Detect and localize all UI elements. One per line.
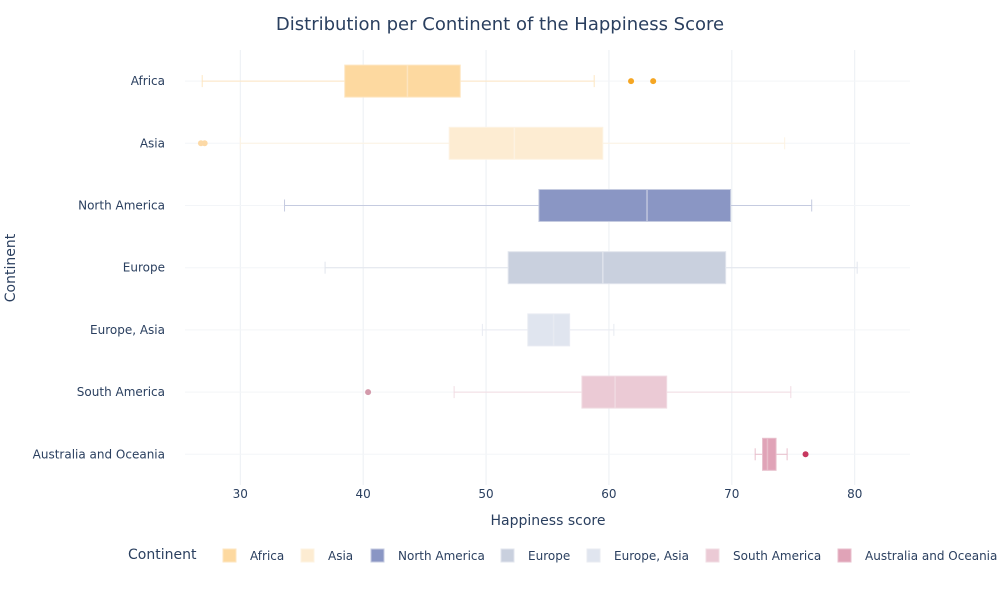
legend-item: Europe <box>500 548 570 563</box>
outlier-point <box>365 389 372 396</box>
y-axis-ticks: Africa Asia North America Europe Europe, Asi… <box>33 74 165 461</box>
legend-items: Africa Asia North America Europe Europe, Asi… <box>222 548 997 563</box>
legend: Continent Africa Asia North America Europe E… <box>128 547 997 563</box>
legend-item: South America <box>705 548 821 563</box>
x-tick-label: 60 <box>601 487 616 501</box>
x-tick-label: 70 <box>724 487 739 501</box>
legend-label: Europe, Asia <box>614 549 689 563</box>
legend-swatch <box>837 548 852 563</box>
box-iqr <box>581 375 668 409</box>
legend-label: Europe <box>528 549 570 563</box>
x-tick-label: 80 <box>847 487 862 501</box>
box-iqr <box>538 189 732 222</box>
legend-label: South America <box>733 549 821 563</box>
y-tick-label: Europe <box>123 261 165 275</box>
legend-swatch <box>586 548 601 563</box>
x-tick-label: 30 <box>233 487 248 501</box>
x-tick-label: 40 <box>356 487 371 501</box>
legend-swatch <box>300 548 315 563</box>
box-europe <box>324 251 858 285</box>
legend-swatch <box>500 548 515 563</box>
y-tick-label: North America <box>78 199 165 213</box>
box-asia <box>197 126 786 160</box>
box-iqr <box>507 251 727 285</box>
outlier-point <box>650 78 657 85</box>
legend-item: Asia <box>300 548 353 563</box>
legend-label: Australia and Oceania <box>865 549 997 563</box>
box-south-america <box>365 375 792 409</box>
chart-title: Distribution per Continent of the Happin… <box>276 14 724 35</box>
x-axis-ticks: 30 40 50 60 70 80 <box>233 487 863 501</box>
outlier-point <box>802 451 809 458</box>
legend-label: Asia <box>328 549 353 563</box>
legend-title: Continent <box>128 547 197 563</box>
legend-item: North America <box>370 548 485 563</box>
legend-item: Australia and Oceania <box>837 548 997 563</box>
box-plot-area <box>197 64 858 471</box>
box-iqr <box>344 64 461 98</box>
legend-label: Africa <box>250 549 284 563</box>
box-iqr <box>527 313 571 347</box>
y-axis-title: Continent <box>3 233 19 302</box>
legend-swatch <box>222 548 237 563</box>
box-europe-asia <box>481 313 615 347</box>
x-tick-label: 50 <box>478 487 493 501</box>
y-tick-label: South America <box>77 385 165 399</box>
y-tick-label: Asia <box>140 136 165 150</box>
box-africa <box>201 64 657 98</box>
legend-swatch <box>705 548 720 563</box>
box-north-america <box>284 189 813 222</box>
box-iqr <box>448 126 604 160</box>
y-tick-label: Australia and Oceania <box>33 447 165 461</box>
legend-label: North America <box>398 549 485 563</box>
legend-item: Africa <box>222 548 284 563</box>
box-iqr <box>762 437 777 471</box>
outlier-point <box>628 78 635 85</box>
y-tick-label: Europe, Asia <box>90 323 165 337</box>
outlier-point <box>201 140 208 147</box>
legend-item: Europe, Asia <box>586 548 689 563</box>
y-tick-label: Africa <box>131 74 165 88</box>
box-australia-and-oceania <box>754 437 809 471</box>
legend-swatch <box>370 548 385 563</box>
x-axis-title: Happiness score <box>491 513 606 529</box>
